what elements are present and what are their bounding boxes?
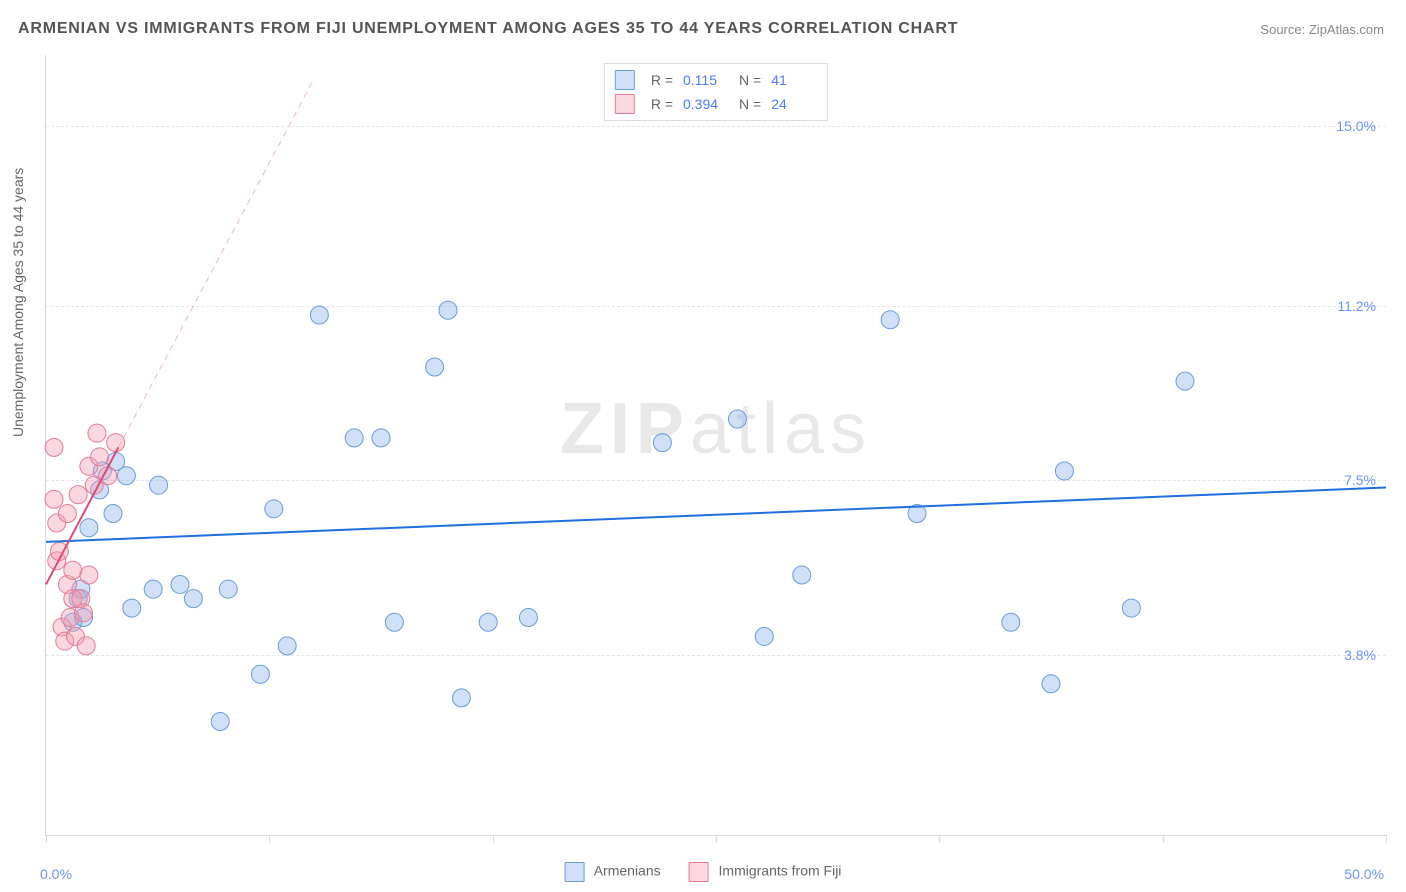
x-min-label: 0.0% <box>40 866 72 882</box>
point-a <box>519 609 537 627</box>
point-a <box>80 519 98 537</box>
swatch-b-icon <box>615 94 635 114</box>
legend-row-a: R = 0.115 N = 41 <box>615 68 817 92</box>
point-a <box>385 613 403 631</box>
point-b <box>107 434 125 452</box>
x-tick <box>1163 835 1164 843</box>
r-value-b: 0.394 <box>683 96 729 112</box>
point-a <box>144 580 162 598</box>
series-legend: Armenians Immigrants from Fiji <box>565 862 842 882</box>
correlation-legend: R = 0.115 N = 41 R = 0.394 N = 24 <box>604 63 828 121</box>
point-a <box>755 627 773 645</box>
point-b <box>77 637 95 655</box>
r-label-a: R = <box>651 72 673 88</box>
point-a <box>728 410 746 428</box>
x-tick <box>46 835 47 843</box>
source-attribution: Source: ZipAtlas.com <box>1260 22 1384 37</box>
point-b <box>64 561 82 579</box>
chart-svg <box>46 55 1386 835</box>
legend-row-b: R = 0.394 N = 24 <box>615 92 817 116</box>
point-b <box>75 604 93 622</box>
source-label: Source: <box>1260 22 1305 37</box>
n-value-b: 24 <box>771 96 817 112</box>
point-a <box>171 575 189 593</box>
point-a <box>372 429 390 447</box>
plot-area: ZIPatlas 3.8%7.5%11.2%15.0% R = 0.115 N … <box>45 55 1386 836</box>
chart-title: ARMENIAN VS IMMIGRANTS FROM FIJI UNEMPLO… <box>18 20 958 38</box>
point-a <box>426 358 444 376</box>
legend-entry-b: Immigrants from Fiji <box>689 862 842 882</box>
point-a <box>104 505 122 523</box>
point-a <box>1122 599 1140 617</box>
swatch-a-icon <box>565 862 585 882</box>
source-name: ZipAtlas.com <box>1309 22 1384 37</box>
point-a <box>793 566 811 584</box>
point-a <box>123 599 141 617</box>
r-value-a: 0.115 <box>683 72 729 88</box>
point-a <box>881 311 899 329</box>
trend-a <box>46 488 1386 542</box>
point-a <box>1042 675 1060 693</box>
point-a <box>265 500 283 518</box>
point-a <box>452 689 470 707</box>
point-a <box>479 613 497 631</box>
x-tick <box>716 835 717 843</box>
r-label-b: R = <box>651 96 673 112</box>
point-b <box>45 438 63 456</box>
point-a <box>251 665 269 683</box>
point-a <box>184 590 202 608</box>
x-tick <box>493 835 494 843</box>
n-value-a: 41 <box>771 72 817 88</box>
x-tick <box>269 835 270 843</box>
point-a <box>150 476 168 494</box>
point-a <box>219 580 237 598</box>
swatch-b-icon <box>689 862 709 882</box>
point-a <box>1176 372 1194 390</box>
legend-label-a: Armenians <box>594 863 661 879</box>
y-axis-label: Unemployment Among Ages 35 to 44 years <box>10 168 26 437</box>
legend-label-b: Immigrants from Fiji <box>719 863 842 879</box>
point-a <box>653 434 671 452</box>
point-a <box>278 637 296 655</box>
point-b <box>80 566 98 584</box>
point-b <box>45 490 63 508</box>
point-a <box>211 713 229 731</box>
n-label-a: N = <box>739 72 761 88</box>
point-b <box>69 486 87 504</box>
x-tick <box>1386 835 1387 843</box>
point-a <box>310 306 328 324</box>
point-b <box>58 505 76 523</box>
point-a <box>1055 462 1073 480</box>
x-max-label: 50.0% <box>1344 866 1384 882</box>
swatch-a-icon <box>615 70 635 90</box>
n-label-b: N = <box>739 96 761 112</box>
point-a <box>117 467 135 485</box>
x-tick <box>939 835 940 843</box>
point-b <box>88 424 106 442</box>
point-a <box>345 429 363 447</box>
point-a <box>439 301 457 319</box>
legend-entry-a: Armenians <box>565 862 661 882</box>
trend-ext-b <box>118 79 314 448</box>
point-a <box>1002 613 1020 631</box>
point-b <box>91 448 109 466</box>
